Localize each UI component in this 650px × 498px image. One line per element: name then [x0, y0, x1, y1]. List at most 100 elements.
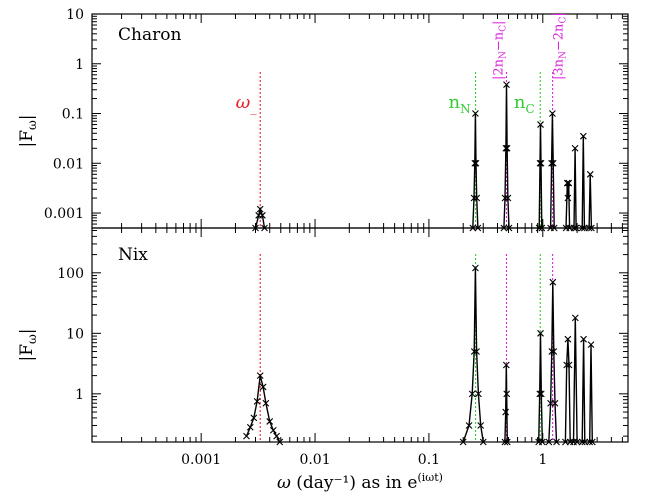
data-point-marker — [459, 438, 467, 446]
data-point-marker — [565, 179, 573, 187]
data-point-marker — [564, 194, 572, 202]
data-point-marker — [545, 438, 553, 446]
data-point-marker — [586, 438, 594, 446]
annotation-omega-minus: ω_ — [236, 92, 258, 116]
data-point-marker — [537, 390, 545, 398]
data-point-marker — [243, 432, 250, 440]
data-point-marker — [549, 278, 557, 286]
data-point-marker — [563, 179, 571, 187]
data-point-marker — [470, 348, 478, 355]
data-point-marker — [253, 398, 261, 405]
data-point-marker — [502, 144, 510, 152]
series-line-1-8 — [581, 136, 586, 229]
data-point-marker — [259, 383, 267, 391]
data-point-marker — [262, 399, 270, 407]
annotation-n-c: nC — [514, 92, 535, 116]
top-panel: Charon — [118, 25, 181, 45]
data-point-marker — [479, 438, 487, 446]
annotation-2nN-minus-nC: |2nN−nC| — [491, 21, 508, 80]
data-point-marker — [536, 159, 544, 167]
data-point-marker — [581, 438, 589, 446]
series-line-2-2 — [462, 267, 484, 443]
data-point-marker — [472, 159, 480, 167]
data-point-marker — [550, 348, 558, 355]
data-point-marker — [588, 438, 596, 446]
data-point-marker — [580, 335, 587, 343]
data-point-marker — [538, 438, 546, 446]
series-line-2-9 — [589, 344, 593, 443]
x-tick-label: 0.01 — [299, 452, 330, 468]
data-point-marker — [503, 81, 510, 89]
data-point-marker — [256, 205, 264, 213]
data-point-marker — [273, 432, 281, 440]
data-point-marker — [259, 211, 266, 219]
y-tick-label: 0.1 — [62, 107, 84, 123]
data-point-marker — [266, 418, 274, 425]
data-point-marker — [471, 159, 479, 167]
data-point-marker — [579, 132, 587, 140]
annotation-3nN-minus-2nC: |3nN−2nC| — [552, 12, 569, 80]
data-point-marker — [503, 438, 511, 446]
series-line-2-8 — [581, 339, 586, 443]
data-point-marker — [571, 314, 579, 322]
data-point-marker — [276, 438, 284, 446]
data-point-marker — [537, 159, 545, 167]
plot-frame-1 — [91, 13, 629, 229]
data-point-marker — [548, 348, 556, 355]
y-tick-label: 100 — [57, 266, 84, 282]
x-tick-label: 1 — [538, 452, 547, 468]
data-point-marker — [573, 438, 581, 446]
data-point-marker — [475, 390, 482, 398]
series-line-1-7 — [573, 148, 577, 229]
data-point-marker — [473, 194, 481, 202]
data-point-marker — [564, 335, 572, 343]
annotation-n-n: nN — [449, 92, 471, 116]
y-tick-label: 0.001 — [44, 206, 84, 222]
y-tick-label: 1 — [75, 57, 84, 73]
y-tick-label: 1 — [75, 387, 84, 403]
x-tick-label: 0.1 — [418, 452, 440, 468]
data-point-marker — [501, 194, 509, 202]
data-point-marker — [477, 422, 485, 429]
data-point-marker — [537, 121, 544, 128]
series-line-1-2 — [472, 113, 479, 229]
series-line-1-9 — [588, 174, 593, 229]
data-point-marker — [472, 110, 479, 117]
data-point-marker — [501, 438, 509, 446]
bottom-panel: Nix — [118, 245, 148, 265]
data-point-marker — [578, 438, 586, 446]
data-point-marker — [565, 361, 573, 369]
data-point-marker — [548, 159, 555, 167]
data-point-marker — [246, 423, 254, 431]
data-point-marker — [503, 144, 511, 152]
y-tick-label: 10 — [66, 7, 84, 23]
x-axis-label: ω (day⁻¹) as in e(iωt) — [277, 471, 443, 493]
data-point-marker — [502, 408, 510, 416]
series-line-1-5 — [549, 113, 555, 229]
data-point-marker — [549, 110, 556, 117]
data-point-marker — [473, 348, 480, 355]
data-point-marker — [549, 159, 557, 167]
data-point-marker — [563, 361, 571, 369]
data-point-marker — [587, 341, 595, 349]
series-line-2-7 — [572, 317, 578, 443]
data-point-marker — [551, 399, 559, 407]
data-point-marker — [256, 372, 264, 380]
data-point-marker — [553, 438, 560, 446]
data-point-marker — [465, 422, 473, 429]
data-point-marker — [504, 194, 512, 202]
y-tick-label: 10 — [66, 326, 84, 342]
data-point-marker — [586, 170, 594, 178]
data-point-marker — [468, 390, 476, 398]
data-point-marker — [536, 390, 544, 398]
plot-frame-2 — [91, 227, 629, 443]
data-point-marker — [571, 144, 579, 152]
series-line-1-6 — [565, 183, 571, 229]
data-point-marker — [269, 426, 277, 434]
data-point-marker — [250, 414, 258, 422]
x-tick-label: 0.001 — [181, 452, 221, 468]
series-line-1-3 — [503, 84, 510, 229]
series-line-2-6 — [564, 339, 571, 443]
y-axis-label: |Fω| — [17, 328, 39, 361]
